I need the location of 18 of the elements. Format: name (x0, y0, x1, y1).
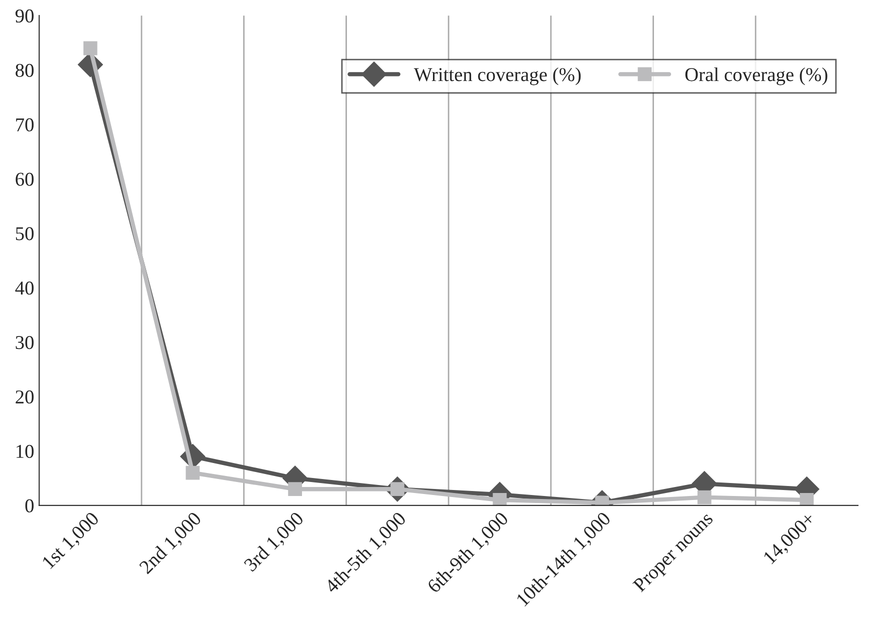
y-tick-label: 60 (16, 172, 34, 186)
legend-label: Oral coverage (%) (685, 68, 828, 86)
y-tick-label: 90 (16, 9, 34, 23)
y-tick-label: 50 (16, 227, 34, 240)
y-tick-label: 30 (16, 336, 34, 350)
y-tick-label: 20 (16, 390, 34, 404)
y-tick-label: 10 (16, 444, 34, 458)
y-tick-label: 40 (15, 282, 34, 295)
y-tick-label: 80 (16, 64, 34, 77)
point (186, 466, 200, 480)
legend-label: Written coverage (%) (414, 68, 581, 86)
point (800, 493, 814, 506)
y-tick-label: 0 (25, 499, 34, 512)
y-tick-label: 70 (16, 118, 34, 132)
point (288, 482, 302, 496)
point (83, 41, 98, 56)
point (492, 493, 507, 506)
point (697, 490, 712, 504)
